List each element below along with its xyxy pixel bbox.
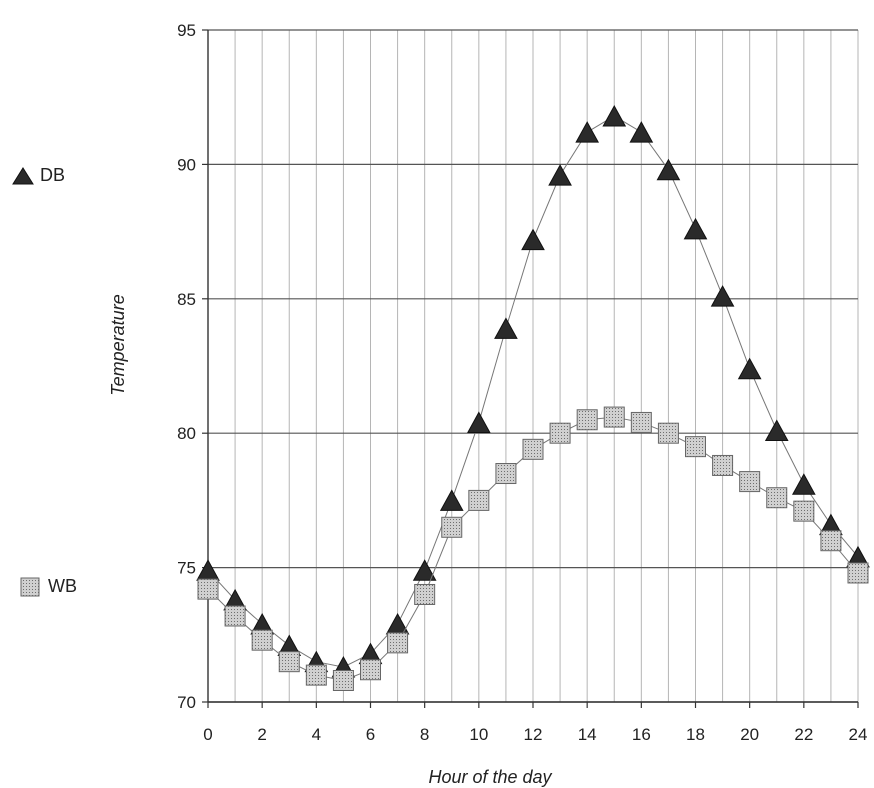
data-point-db (521, 228, 545, 251)
data-point-wb (766, 487, 788, 509)
axes (202, 29, 859, 708)
data-point-wb (197, 578, 219, 600)
data-point-wb (522, 438, 544, 460)
data-point-db (196, 559, 220, 581)
data-point-wb (847, 562, 869, 584)
data-point-wb (251, 629, 273, 651)
x-tick-label: 18 (686, 725, 705, 744)
x-axis-title: Hour of the day (428, 767, 552, 787)
y-tick-label: 80 (177, 424, 196, 443)
data-point-db (494, 317, 518, 339)
data-point-db (385, 613, 410, 635)
y-tick-label: 75 (177, 559, 196, 578)
data-point-db (602, 104, 627, 127)
data-point-db (439, 489, 464, 511)
legend-entry-db: DB (12, 165, 65, 186)
x-tick-label: 20 (740, 725, 759, 744)
data-point-db (656, 158, 681, 181)
data-point-wb (657, 422, 679, 444)
data-point-wb (793, 500, 815, 522)
x-tick-label: 12 (524, 725, 543, 744)
gridlines (207, 29, 859, 703)
data-point-db (791, 473, 816, 495)
data-point-wb (820, 530, 842, 552)
data-point-wb (332, 669, 354, 691)
data-point-db (710, 285, 735, 307)
data-point-wb (441, 516, 463, 538)
data-point-wb (360, 659, 381, 681)
series-db (196, 104, 870, 678)
x-tick-label: 2 (257, 725, 266, 744)
series (196, 104, 870, 691)
legend-label-wb: WB (48, 576, 77, 596)
data-point-wb (576, 409, 598, 431)
data-point-wb (305, 664, 327, 686)
data-point-db (575, 121, 600, 143)
data-point-wb (603, 406, 625, 428)
legend-label-db: DB (40, 165, 66, 185)
x-tick-label: 14 (578, 725, 597, 744)
x-tick-label: 10 (469, 725, 488, 744)
data-point-db (764, 419, 789, 442)
square-marker-icon (20, 577, 40, 596)
data-point-db (412, 559, 437, 581)
y-tick-label: 90 (177, 155, 196, 174)
y-tick-label: 70 (177, 693, 196, 712)
data-point-db (548, 164, 572, 186)
data-point-db (737, 357, 762, 380)
x-tick-label: 24 (849, 725, 868, 744)
series-wb (197, 406, 869, 691)
data-point-wb (685, 436, 706, 458)
y-tick-label: 95 (177, 21, 196, 40)
y-axis-title: Temperature (108, 294, 128, 395)
data-point-wb (630, 411, 652, 433)
x-tick-label: 16 (632, 725, 651, 744)
x-tick-label: 0 (203, 725, 212, 744)
x-tick-label: 8 (420, 725, 429, 744)
x-tick-label: 22 (794, 725, 813, 744)
data-point-wb (712, 454, 734, 476)
data-point-wb (387, 632, 409, 654)
data-point-wb (468, 489, 490, 511)
data-point-wb (739, 471, 761, 493)
legend-entry-wb: WB (20, 576, 77, 597)
data-point-wb (414, 583, 436, 605)
data-point-wb (549, 422, 571, 444)
x-tick-label: 6 (366, 725, 375, 744)
data-point-db (683, 217, 708, 240)
data-point-wb (224, 605, 246, 627)
triangle-marker-icon (12, 166, 34, 184)
x-tick-label: 4 (312, 725, 321, 744)
data-point-db (466, 411, 491, 433)
data-point-db (629, 121, 654, 143)
data-point-wb (278, 651, 300, 673)
y-tick-label: 85 (177, 290, 196, 309)
data-point-wb (495, 463, 517, 485)
